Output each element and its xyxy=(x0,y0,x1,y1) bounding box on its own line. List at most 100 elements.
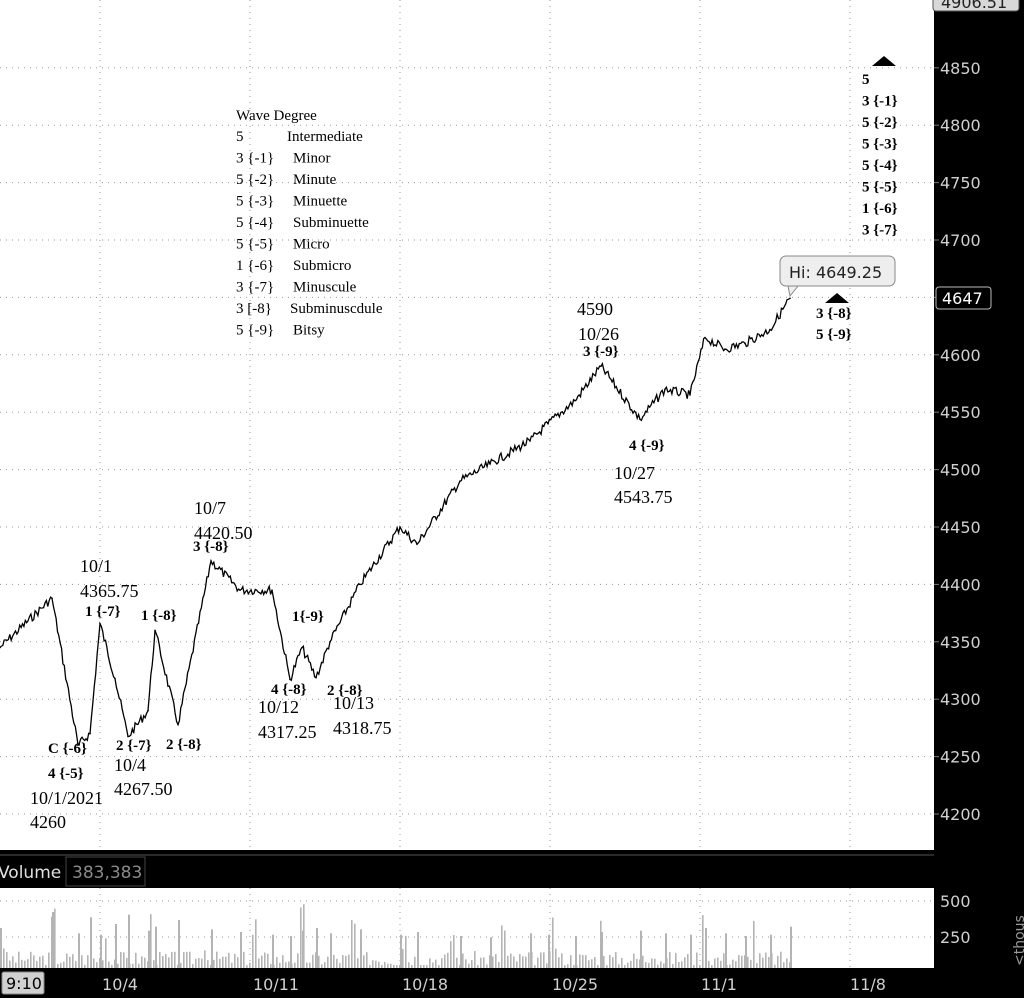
wave-label: 1{-9} xyxy=(292,609,324,625)
volume-bar xyxy=(24,960,26,968)
volume-bar xyxy=(438,965,440,968)
volume-bar xyxy=(90,917,92,968)
volume-bar xyxy=(108,961,110,968)
legend-name: Minor xyxy=(293,151,331,167)
hi-callout-box[interactable] xyxy=(779,255,896,287)
price-point xyxy=(77,744,79,746)
volume-bar xyxy=(162,955,164,968)
volume-bar xyxy=(18,951,20,968)
volume-bar xyxy=(495,954,497,968)
price-axis-label: 4500 xyxy=(940,461,981,480)
wave-label: 4 {-5} xyxy=(48,766,84,782)
volume-bar xyxy=(153,960,155,968)
wave-degree-legend: Wave Degree 5 Intermediate 3 {-1} Minor 5 {-2… xyxy=(236,108,383,339)
volume-bar xyxy=(603,956,605,968)
volume-bar xyxy=(204,950,206,968)
volume-bar xyxy=(642,955,644,968)
price-axis-label: 4400 xyxy=(940,575,981,594)
annotation-text: 4318.75 xyxy=(333,718,392,738)
legend-name: Minute xyxy=(293,172,337,188)
legend-title: Wave Degree xyxy=(236,108,317,124)
volume-bar xyxy=(93,958,95,968)
volume-bar xyxy=(400,934,402,968)
volume-bar xyxy=(490,937,492,968)
wave-annotation-a8: 10/27 4543.75 4 {-9} xyxy=(614,438,673,507)
volume-bar xyxy=(444,954,446,968)
volume-bar xyxy=(745,936,747,968)
price-axis-label: 4200 xyxy=(940,805,981,824)
volume-bar xyxy=(612,957,614,968)
volume-bar xyxy=(255,919,257,968)
volume-bar xyxy=(144,957,146,968)
volume-bars xyxy=(0,904,792,968)
price-point xyxy=(704,336,706,339)
volume-bar xyxy=(132,963,134,968)
volume-bar xyxy=(369,965,371,968)
wave-annotation-a10: 2 {-8} xyxy=(166,737,202,753)
volume-bar xyxy=(530,933,532,968)
top-price-box xyxy=(932,0,1020,12)
annotation-text: 10/27 xyxy=(614,463,655,483)
volume-bar xyxy=(548,934,550,968)
volume-bar xyxy=(126,957,128,968)
price-point xyxy=(399,526,401,528)
volume-bar xyxy=(696,952,698,968)
wave-label: 3 {-8} xyxy=(193,539,229,555)
volume-bar xyxy=(672,963,674,968)
wave-annotation-a9: 10/4 4267.50 2 {-7} xyxy=(114,738,173,799)
annotation-text: 4267.50 xyxy=(114,779,173,799)
volume-bar xyxy=(474,951,476,968)
right-wave-stack: 5 3 {-1} 5 {-2} 5 {-3} 5 {-4} 5 {-5} 1 {-6} 3 {… xyxy=(816,56,898,343)
volume-unit-label: <thous xyxy=(1012,915,1024,966)
volume-bar xyxy=(693,965,695,968)
volume-bar xyxy=(627,962,629,968)
volume-bar xyxy=(327,956,329,968)
price-point xyxy=(744,342,746,345)
legend-code: 3 {-1} xyxy=(236,151,274,167)
volume-bar xyxy=(252,934,254,968)
volume-bar xyxy=(294,962,296,968)
volume-bar xyxy=(180,962,182,968)
legend-code: 5 {-9} xyxy=(236,323,274,339)
volume-bar xyxy=(465,959,467,968)
wave-stack-label: 3 {-1} xyxy=(862,94,898,110)
volume-bar xyxy=(102,960,104,968)
volume-bar xyxy=(669,952,671,968)
price-point xyxy=(114,677,116,680)
volume-bar xyxy=(300,907,302,968)
volume-bar xyxy=(60,962,62,968)
volume-bar xyxy=(582,955,584,968)
legend-code: 5 {-4} xyxy=(236,215,274,231)
volume-title: Volume xyxy=(0,863,61,883)
volume-bar xyxy=(36,960,38,968)
volume-bar xyxy=(546,963,548,968)
volume-bar xyxy=(372,960,374,968)
wave-annotations: 10/1 4365.75 1 {-7} 1 {-8} 10/7 4420.503 {-8}… xyxy=(30,299,673,832)
volume-bar xyxy=(261,955,263,968)
volume-bar xyxy=(312,954,314,968)
volume-bar xyxy=(426,965,428,968)
volume-bar xyxy=(348,954,350,968)
annotation-text: 10/1/2021 xyxy=(30,788,103,808)
legend-name: Micro xyxy=(293,237,330,253)
volume-value: 383,383 xyxy=(72,863,142,883)
volume-bar xyxy=(665,933,667,968)
volume-bar xyxy=(690,934,692,968)
legend-code: 5 xyxy=(236,129,244,145)
current-price-box[interactable] xyxy=(935,286,992,310)
volume-bar xyxy=(390,963,392,968)
volume-bar xyxy=(462,953,464,968)
volume-bar xyxy=(708,961,710,968)
time-cursor-box[interactable] xyxy=(1,971,45,995)
volume-bar xyxy=(225,956,227,968)
annotation-text: 10/1 xyxy=(80,556,112,576)
volume-bar xyxy=(723,953,725,968)
volume-bar xyxy=(552,917,554,968)
volume-bar xyxy=(636,958,638,968)
volume-bar xyxy=(75,961,77,968)
volume-bar xyxy=(114,959,116,968)
volume-bar xyxy=(330,933,332,968)
price-point xyxy=(271,589,273,591)
